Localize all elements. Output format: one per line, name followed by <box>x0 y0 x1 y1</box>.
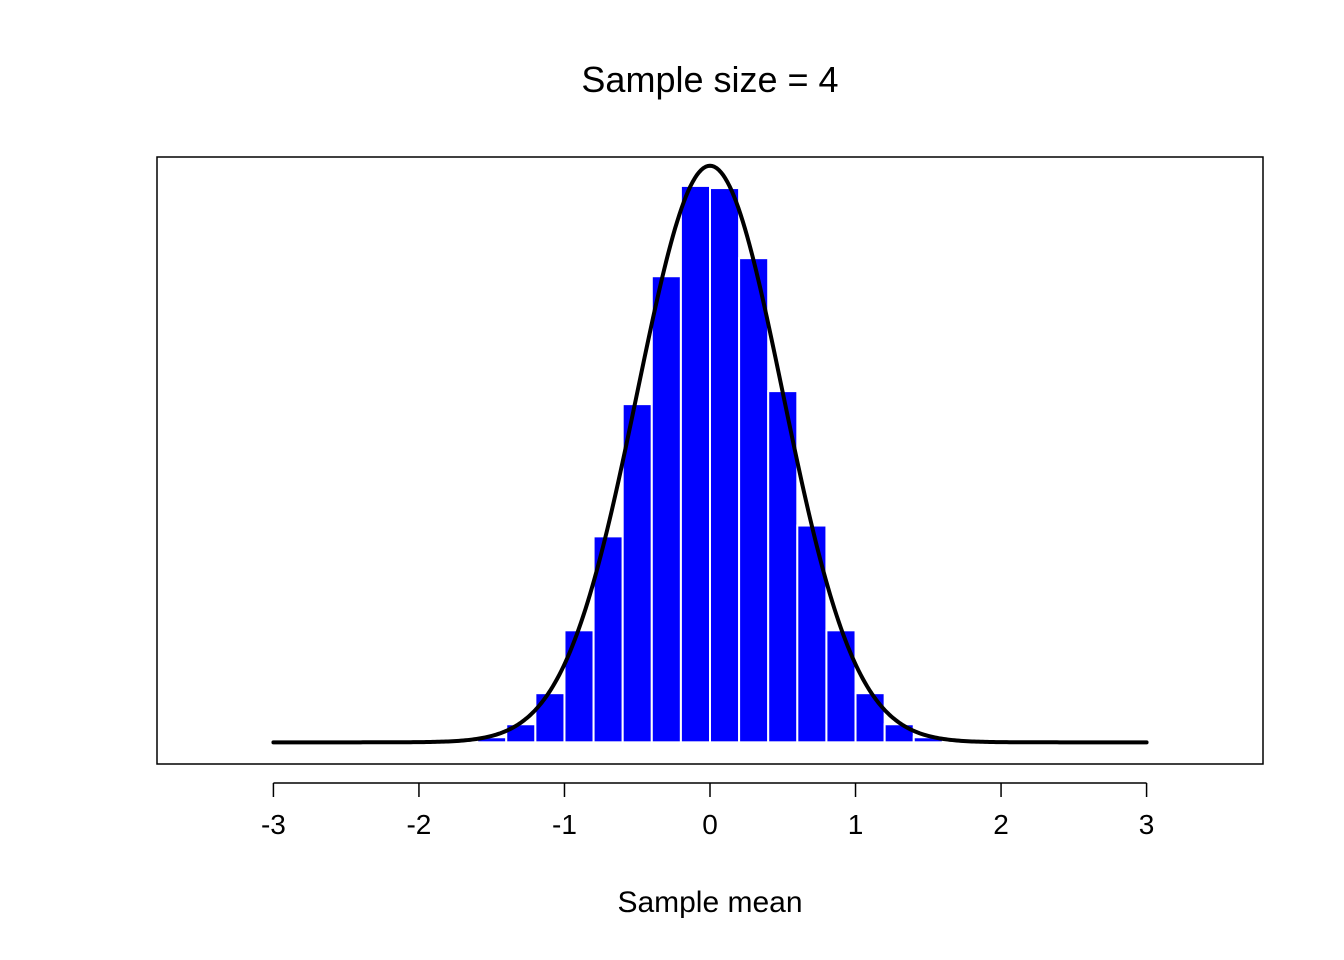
histogram-bar <box>534 692 566 744</box>
x-tick-label: -2 <box>406 809 431 840</box>
normal-density-curve <box>271 163 1149 745</box>
histogram-bar <box>796 524 828 744</box>
histogram-bar <box>825 629 857 744</box>
x-axis-label: Sample mean <box>617 886 802 919</box>
x-tick-label: 2 <box>993 809 1009 840</box>
histogram-bar <box>709 187 741 744</box>
histogram-bar <box>854 692 886 744</box>
chart-title: Sample size = 4 <box>581 59 838 100</box>
plot-frame <box>156 156 1264 765</box>
x-tick-label: 1 <box>848 809 864 840</box>
histogram-bar <box>621 403 653 744</box>
histogram-bar <box>563 629 595 744</box>
x-tick-label: 0 <box>702 809 718 840</box>
x-tick-label: -3 <box>261 809 286 840</box>
histogram-bar <box>738 257 770 744</box>
histogram-bars <box>476 184 944 744</box>
histogram-bar <box>679 184 711 744</box>
density-curve-layer <box>271 163 1149 745</box>
x-tick-label: -1 <box>552 809 577 840</box>
x-tick-label: 3 <box>1139 809 1155 840</box>
x-axis: -3 -2 -1 0 1 2 3 <box>261 782 1155 840</box>
histogram-bar <box>650 275 682 744</box>
